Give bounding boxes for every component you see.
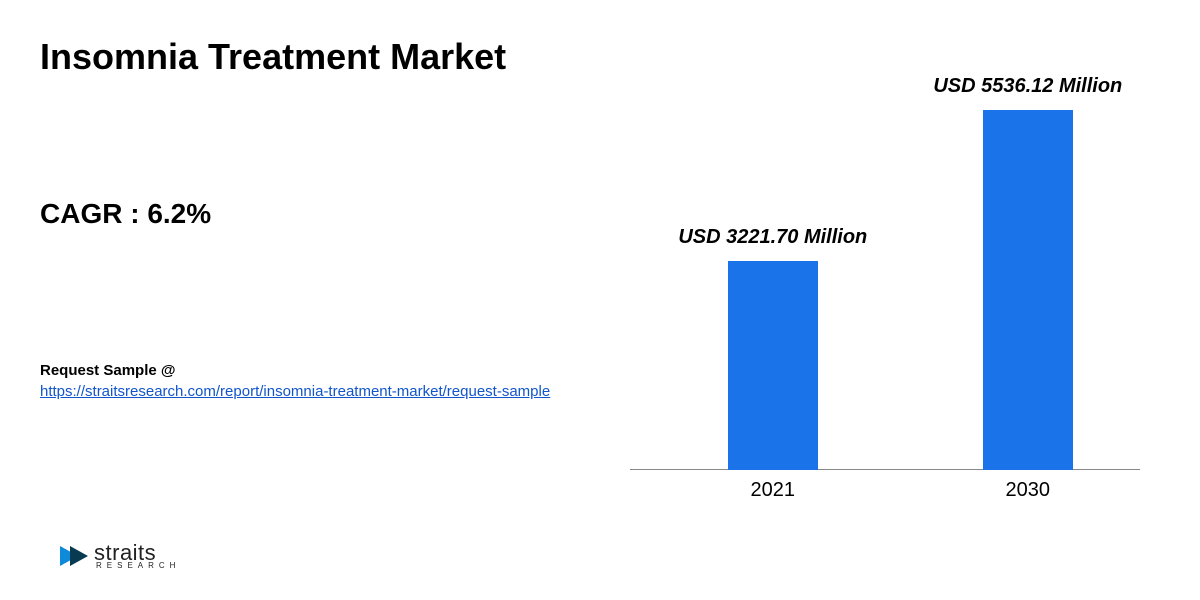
bar-value-label-2021: USD 3221.70 Million — [643, 226, 903, 249]
page-title: Insomnia Treatment Market — [40, 35, 600, 78]
bar-value-label-2030: USD 5536.12 Million — [898, 75, 1158, 98]
logo-mark-icon — [60, 542, 88, 570]
logo-sub-text: RESEARCH — [96, 562, 180, 569]
x-axis-label-2030: 2030 — [968, 479, 1088, 502]
request-sample-block: Request Sample @ https://straitsresearch… — [40, 360, 600, 402]
request-sample-link[interactable]: https://straitsresearch.com/report/insom… — [40, 383, 550, 400]
logo-main-text: straits — [94, 543, 180, 563]
bar-2030 — [983, 110, 1073, 470]
bar-chart: USD 3221.70 Million2021USD 5536.12 Milli… — [630, 30, 1140, 470]
chart-column: USD 3221.70 Million 2021 USD 5536.12 Milli… — [600, 30, 1160, 580]
request-label: Request Sample @ — [40, 362, 176, 379]
cagr-text: CAGR : 6.2% — [40, 198, 600, 230]
left-column: Insomnia Treatment Market CAGR : 6.2% Re… — [40, 30, 600, 580]
x-axis-label-2021: 2021 — [713, 479, 833, 502]
logo-text: straits RESEARCH — [94, 543, 180, 570]
bar-2021 — [728, 261, 818, 470]
brand-logo: straits RESEARCH — [60, 542, 180, 570]
